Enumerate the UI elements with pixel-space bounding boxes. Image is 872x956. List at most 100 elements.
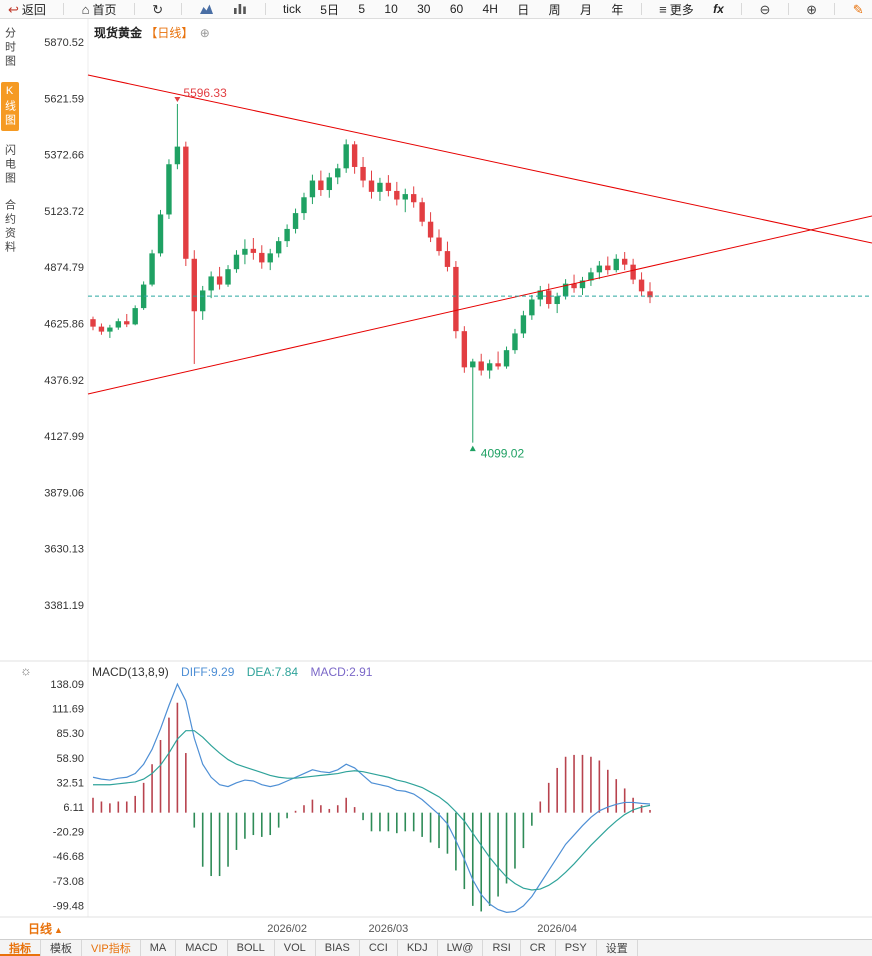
svg-text:58.90: 58.90 bbox=[56, 753, 84, 765]
toolbar-divider bbox=[133, 3, 135, 15]
area-chart-icon bbox=[199, 4, 213, 14]
tab-vip-indicators[interactable]: VIP指标 bbox=[82, 940, 141, 956]
sidebar-item-kline-chart[interactable]: K线图 bbox=[0, 82, 19, 131]
refresh-button[interactable]: ↻ bbox=[150, 0, 165, 18]
period-4h-button-label: 4H bbox=[482, 2, 498, 16]
tab-bias[interactable]: BIAS bbox=[316, 940, 360, 956]
tab-indicators[interactable]: 指标 bbox=[0, 940, 41, 956]
left-sidebar: 分时图 K线图闪电图合约资料 bbox=[0, 19, 19, 255]
symbol-name: 现货黄金 bbox=[94, 26, 143, 40]
bottom-tab-bar: 指标 模板 VIP指标 MA MACD BOLL VOL BIAS CCI KDJ LW@ RSI CR… bbox=[0, 939, 872, 956]
draw-button[interactable]: ✎ bbox=[851, 0, 866, 18]
svg-text:4625.86: 4625.86 bbox=[44, 319, 84, 331]
period-day-button[interactable]: 日 bbox=[515, 0, 531, 18]
period-month-button[interactable]: 月 bbox=[578, 0, 594, 18]
period-tick-button-label: tick bbox=[282, 2, 301, 16]
home-button[interactable]: ⌂ 首页 bbox=[80, 0, 119, 18]
tab-settings[interactable]: 设置 bbox=[597, 940, 638, 956]
macd-header: MACD(13,8,9) DIFF:9.29 DEA:7.84 MACD:2.9… bbox=[92, 665, 381, 679]
period-5d-button[interactable]: 5日 bbox=[318, 0, 341, 18]
fx-button[interactable]: fx bbox=[711, 0, 726, 18]
period-tick-button[interactable]: tick bbox=[281, 0, 303, 18]
fx-button-label: fx bbox=[713, 2, 724, 16]
svg-text:5123.72: 5123.72 bbox=[44, 206, 84, 218]
back-button[interactable]: ↩ 返回 bbox=[6, 0, 48, 18]
period-tag: 【日线】 bbox=[145, 26, 194, 40]
svg-text:2026/02: 2026/02 bbox=[267, 923, 307, 935]
macd-params-label: MACD(13,8,9) bbox=[92, 665, 169, 679]
add-indicator-icon[interactable]: ⊕ bbox=[199, 26, 210, 40]
svg-text:5372.66: 5372.66 bbox=[44, 150, 84, 162]
svg-text:4099.02: 4099.02 bbox=[481, 447, 525, 461]
refresh-icon: ↻ bbox=[152, 1, 164, 17]
svg-text:-46.68: -46.68 bbox=[53, 851, 84, 863]
zoom-out-icon: ⊖ bbox=[759, 1, 771, 17]
period-10-button[interactable]: 10 bbox=[382, 0, 399, 18]
tab-kdj[interactable]: KDJ bbox=[398, 940, 438, 956]
period-week-button[interactable]: 周 bbox=[547, 0, 563, 18]
svg-text:2026/03: 2026/03 bbox=[368, 923, 408, 935]
macd-diff-value: DIFF:9.29 bbox=[181, 665, 235, 679]
svg-text:4874.79: 4874.79 bbox=[44, 262, 84, 274]
period-5-button-label: 5 bbox=[358, 2, 366, 16]
period-30-button[interactable]: 30 bbox=[415, 0, 432, 18]
period-selector-label: 日线 bbox=[28, 922, 53, 936]
volume-bars-icon bbox=[234, 4, 247, 14]
draw-icon: ✎ bbox=[852, 1, 864, 17]
zoom-out-button[interactable]: ⊖ bbox=[757, 0, 772, 18]
more-button[interactable]: ≡ 更多 bbox=[657, 0, 696, 18]
chevron-up-icon: ▲ bbox=[54, 925, 63, 935]
period-60-button[interactable]: 60 bbox=[448, 0, 465, 18]
svg-text:-20.29: -20.29 bbox=[53, 827, 84, 839]
zoom-in-icon: ⊕ bbox=[806, 1, 817, 17]
toolbar-divider bbox=[180, 3, 182, 15]
period-60-button-label: 60 bbox=[449, 2, 464, 16]
indicator-settings-icon[interactable]: ☼ bbox=[20, 663, 32, 678]
sidebar-item-lightning-chart[interactable]: 闪电图 bbox=[3, 144, 16, 186]
home-icon: ⌂ bbox=[81, 1, 90, 17]
back-icon: ↩ bbox=[8, 1, 19, 17]
period-year-button-label: 年 bbox=[611, 2, 624, 17]
toolbar-divider bbox=[264, 3, 266, 15]
toolbar-divider bbox=[640, 3, 642, 15]
period-month-button-label: 月 bbox=[580, 2, 593, 17]
tab-templates[interactable]: 模板 bbox=[41, 940, 82, 956]
tab-macd[interactable]: MACD bbox=[176, 940, 228, 956]
tab-cci[interactable]: CCI bbox=[360, 940, 398, 956]
area-chart-button[interactable] bbox=[197, 0, 216, 18]
chart-title: 现货黄金 【日线】 ⊕ bbox=[94, 24, 210, 41]
toolbar-divider bbox=[741, 3, 743, 15]
back-button-label: 返回 bbox=[21, 2, 46, 17]
zoom-in-button[interactable]: ⊕ bbox=[804, 0, 819, 18]
volume-chart-button[interactable] bbox=[231, 0, 249, 18]
svg-text:85.30: 85.30 bbox=[56, 728, 84, 740]
period-year-button[interactable]: 年 bbox=[609, 0, 625, 18]
period-4h-button[interactable]: 4H bbox=[481, 0, 500, 18]
sidebar-item-time-chart[interactable]: 分时图 bbox=[3, 27, 16, 69]
period-selector[interactable]: 日线 ▲ bbox=[28, 920, 63, 937]
svg-text:5596.33: 5596.33 bbox=[183, 86, 227, 100]
tab-lw[interactable]: LW@ bbox=[438, 940, 484, 956]
period-week-button-label: 周 bbox=[548, 2, 561, 17]
macd-dea-value: DEA:7.84 bbox=[246, 665, 299, 679]
svg-text:3381.19: 3381.19 bbox=[44, 600, 84, 612]
period-5-button[interactable]: 5 bbox=[356, 0, 367, 18]
period-30-button-label: 30 bbox=[417, 2, 431, 16]
svg-text:-73.08: -73.08 bbox=[53, 876, 84, 888]
tab-boll[interactable]: BOLL bbox=[228, 940, 275, 956]
svg-text:3879.06: 3879.06 bbox=[44, 487, 84, 499]
tab-rsi[interactable]: RSI bbox=[483, 940, 521, 956]
tab-psy[interactable]: PSY bbox=[556, 940, 597, 956]
tab-cr[interactable]: CR bbox=[521, 940, 556, 956]
period-day-button-label: 日 bbox=[517, 2, 530, 17]
tab-ma[interactable]: MA bbox=[141, 940, 177, 956]
top-toolbar: ↩ 返回 ⌂ 首页 ↻ tick 5日 5 10 30 60 4H 日 周 月 年 ≡ 更多 fx ⊖ ⊕ ✎ bbox=[0, 0, 872, 19]
period-5d-button-label: 5日 bbox=[320, 2, 339, 17]
svg-text:4127.99: 4127.99 bbox=[44, 431, 84, 443]
svg-text:111.69: 111.69 bbox=[52, 704, 84, 716]
more-icon: ≡ bbox=[659, 1, 667, 17]
macd-macd-value: MACD:2.91 bbox=[310, 665, 373, 679]
tab-vol[interactable]: VOL bbox=[275, 940, 316, 956]
sidebar-item-contract-info[interactable]: 合约资料 bbox=[3, 199, 16, 255]
